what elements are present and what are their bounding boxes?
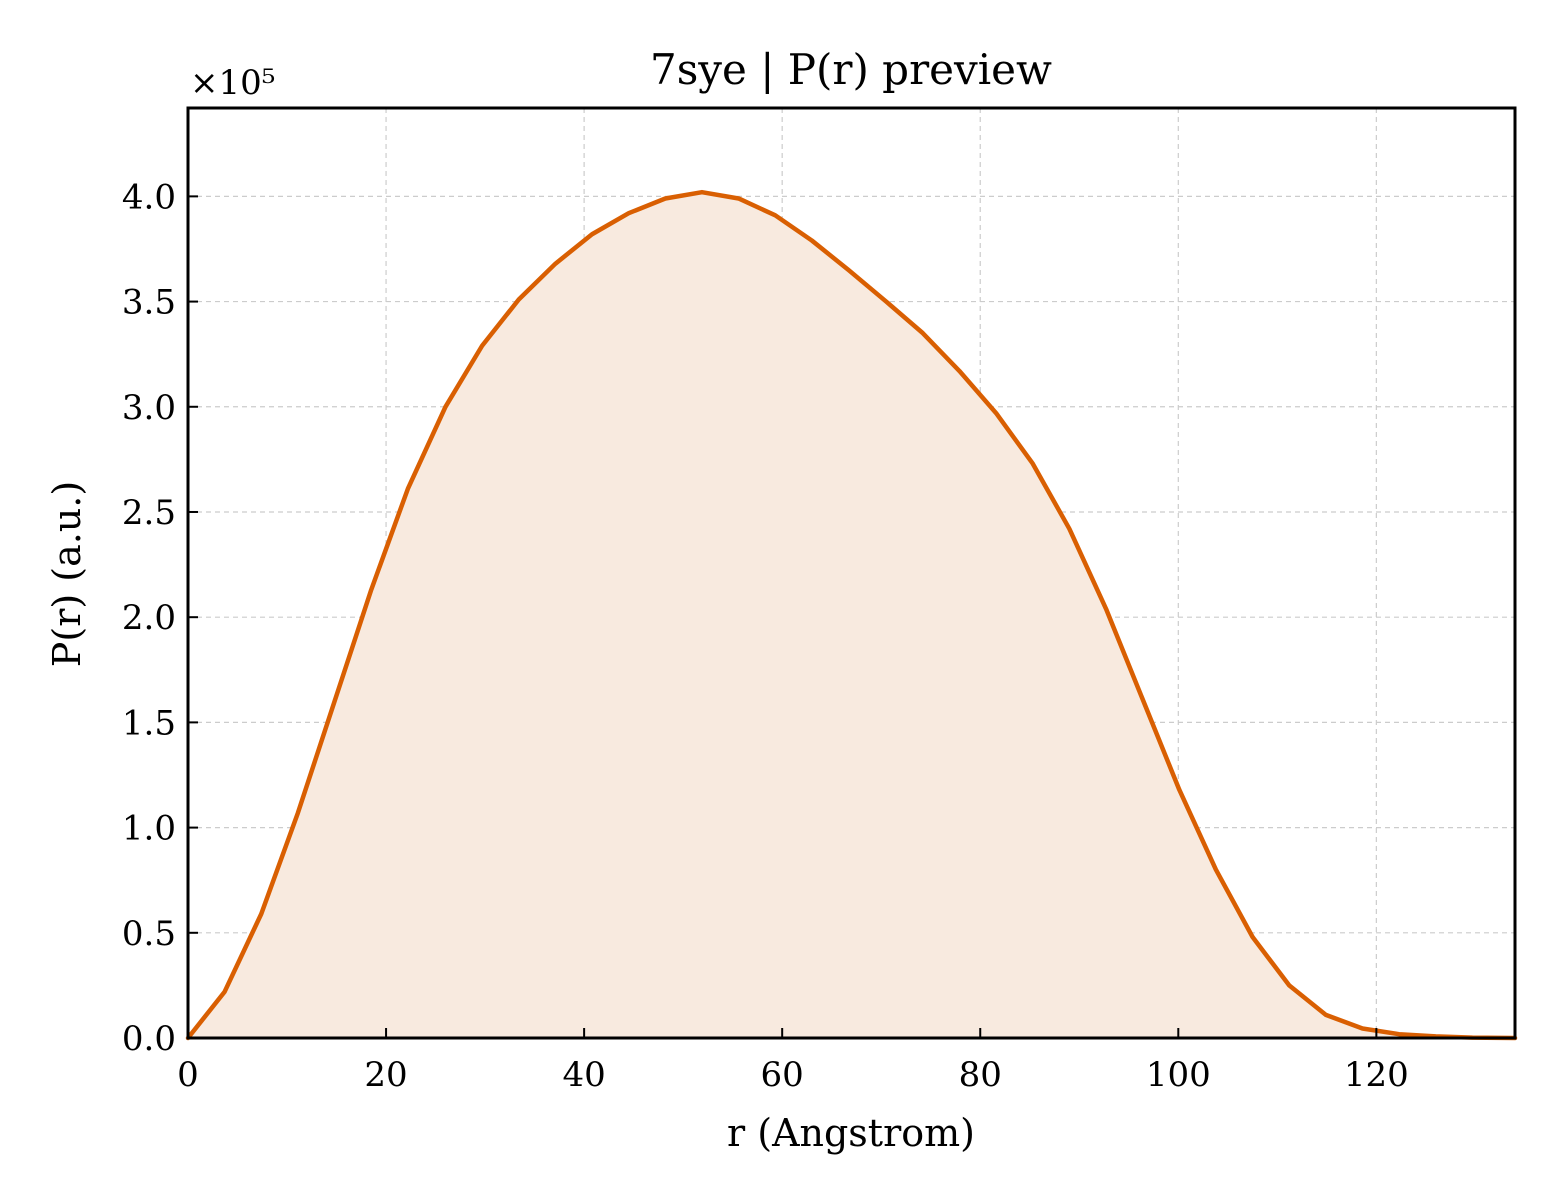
x-tick-label: 40 — [562, 1055, 605, 1095]
x-axis-label: r (Angstrom) — [727, 1111, 975, 1155]
y-tick-label: 3.0 — [122, 388, 176, 428]
x-tick-label: 120 — [1344, 1055, 1409, 1095]
y-axis-label: P(r) (a.u.) — [45, 481, 89, 667]
y-tick-label: 1.5 — [122, 703, 176, 743]
y-tick-label: 4.0 — [122, 177, 176, 217]
x-tick-label: 60 — [761, 1055, 804, 1095]
x-tick-label: 100 — [1146, 1055, 1211, 1095]
y-tick-label: 2.0 — [122, 598, 176, 638]
x-tick-label: 20 — [364, 1055, 407, 1095]
y-tick-label: 0.0 — [122, 1019, 176, 1059]
x-tick-label: 80 — [959, 1055, 1002, 1095]
area-fill — [188, 192, 1515, 1038]
plot-frame — [186, 106, 1517, 1040]
chart-title: 7sye | P(r) preview — [650, 45, 1052, 94]
y-offset-label: ×10⁵ — [190, 63, 275, 103]
y-tick-label: 2.5 — [122, 493, 176, 533]
series-line — [185, 189, 1518, 1041]
y-tick-label: 0.5 — [122, 914, 176, 954]
y-tick-label: 1.0 — [122, 809, 176, 849]
y-tick-label: 3.5 — [122, 283, 176, 323]
axis-ticks: 0 20 40 60 80 100 120 0.0 0.5 1.0 1.5 2.0 2.5 3.0 3.5 4… — [122, 177, 1409, 1095]
x-tick-label: 0 — [177, 1055, 199, 1095]
